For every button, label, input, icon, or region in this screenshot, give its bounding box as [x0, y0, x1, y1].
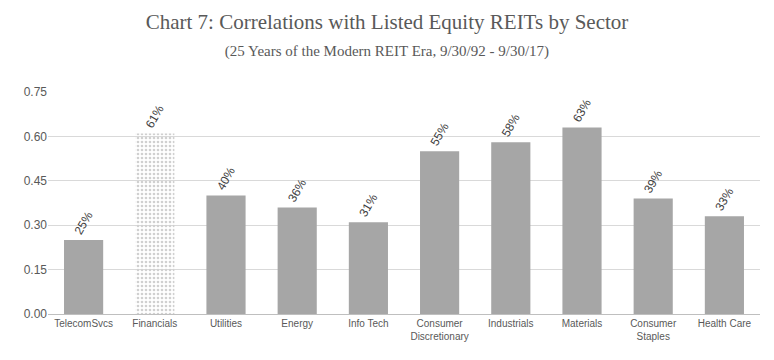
svg-text:0.00: 0.00 [24, 307, 48, 321]
svg-text:Financials: Financials [132, 318, 177, 329]
svg-text:ConsumerStaples: ConsumerStaples [630, 318, 677, 342]
svg-text:0.45: 0.45 [24, 174, 48, 188]
svg-text:58%: 58% [499, 111, 523, 139]
svg-text:ConsumerDiscretionary: ConsumerDiscretionary [410, 318, 468, 342]
svg-text:Info Tech: Info Tech [348, 318, 388, 329]
svg-text:55%: 55% [427, 120, 451, 148]
svg-text:31%: 31% [356, 191, 380, 219]
svg-text:40%: 40% [214, 165, 238, 193]
svg-text:39%: 39% [641, 167, 665, 195]
svg-text:Energy: Energy [281, 318, 313, 329]
svg-text:Materials: Materials [562, 318, 603, 329]
svg-text:TelecomSvcs: TelecomSvcs [54, 318, 113, 329]
svg-text:63%: 63% [570, 96, 594, 124]
svg-text:Health Care: Health Care [698, 318, 752, 329]
svg-text:Industrials: Industrials [488, 318, 534, 329]
svg-text:Chart 7: Correlations with Lis: Chart 7: Correlations with Listed Equity… [146, 10, 629, 60]
svg-text:0.75: 0.75 [24, 85, 48, 99]
svg-text:0.30: 0.30 [24, 218, 48, 232]
svg-text:0.60: 0.60 [24, 130, 48, 144]
svg-text:25%: 25% [71, 209, 95, 237]
svg-text:36%: 36% [285, 176, 309, 204]
svg-text:Utilities: Utilities [210, 318, 242, 329]
svg-text:0.15: 0.15 [24, 263, 48, 277]
svg-text:33%: 33% [712, 185, 736, 213]
svg-text:61%: 61% [143, 102, 167, 130]
